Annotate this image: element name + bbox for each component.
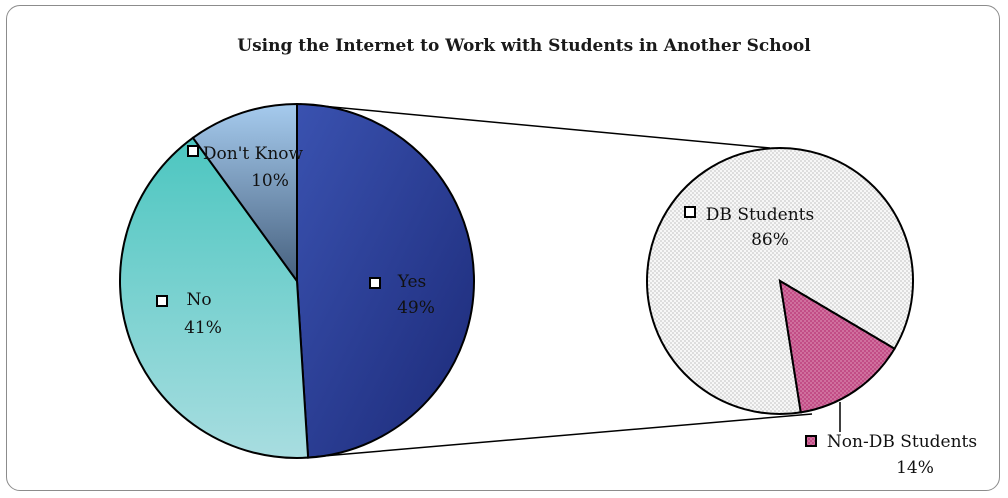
slice-value-non-db-students: 14% xyxy=(896,458,934,478)
slice-label-db-students: DB Students xyxy=(706,205,814,225)
legend-key-db-students xyxy=(684,206,696,218)
slice-labels: Yes 49% No 41% Don't Know 10% DB Students 86% No… xyxy=(156,144,977,478)
label-db-students: DB Students 86% xyxy=(684,205,814,250)
legend-key-don-t-know xyxy=(187,145,199,157)
slice-yes xyxy=(296,102,475,459)
slice-non-db-students xyxy=(778,279,896,414)
connector-line-bottom xyxy=(299,413,813,459)
slice-value-yes: 49% xyxy=(397,298,435,318)
slice-no xyxy=(119,136,310,459)
label-non-db-students: Non-DB Students 14% xyxy=(805,432,977,478)
slice-label-non-db-students: Non-DB Students xyxy=(827,432,977,452)
connector-lines xyxy=(299,103,841,459)
legend-key-no xyxy=(156,295,168,307)
breakout-pie xyxy=(646,147,914,415)
slice-value-no: 41% xyxy=(184,318,222,338)
slice-label-yes: Yes xyxy=(397,272,427,292)
slice-don-t-know xyxy=(191,102,298,285)
label-yes: Yes 49% xyxy=(369,272,435,318)
slice-value-don-t-know: 10% xyxy=(251,171,289,191)
connector-line-top xyxy=(299,103,771,149)
chart-title: Using the Internet to Work with Students… xyxy=(237,36,811,56)
slice-value-db-students: 86% xyxy=(751,230,789,250)
main-pie xyxy=(119,102,475,459)
label-no: No 41% xyxy=(156,290,222,338)
legend-key-non-db-students xyxy=(805,435,817,447)
legend-key-yes xyxy=(369,277,381,289)
slice-label-no: No xyxy=(186,290,211,310)
slice-label-don-t-know: Don't Know xyxy=(203,144,304,164)
label-don-t-know: Don't Know 10% xyxy=(187,144,304,191)
